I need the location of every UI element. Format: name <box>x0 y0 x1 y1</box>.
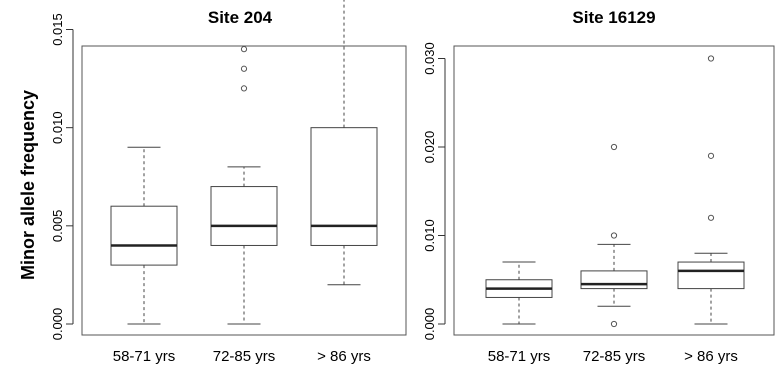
y-axis-label: Minor allele frequency <box>18 90 38 280</box>
y-tick-label: 0.030 <box>422 42 437 75</box>
x-tick-label: 58-71 yrs <box>488 348 551 365</box>
plot-frame <box>453 45 775 336</box>
box-iqr <box>677 261 745 290</box>
y-tick-label: 0.005 <box>50 210 65 243</box>
x-tick-label: 58-71 yrs <box>113 348 176 365</box>
y-tick-label: 0.000 <box>50 308 65 341</box>
y-tick-label: 0.015 <box>50 13 65 46</box>
outlier-point <box>240 65 248 72</box>
box-3 <box>677 55 745 325</box>
x-tick-label: 72-85 yrs <box>583 348 646 365</box>
y-tick-label: 0.000 <box>422 308 437 341</box>
outlier-point <box>610 232 618 239</box>
panel-title: Site 204 <box>208 8 273 27</box>
outlier-point <box>610 320 618 328</box>
outlier-point <box>707 214 715 221</box>
y-tick-label: 0.010 <box>422 219 437 252</box>
box-iqr <box>310 127 378 246</box>
box-1 <box>110 146 178 325</box>
x-tick-label: > 86 yrs <box>684 348 738 365</box>
plot-frame <box>81 45 407 336</box>
box-iqr <box>580 270 648 290</box>
outlier-point <box>707 152 715 159</box>
y-tick-label: 0.020 <box>422 131 437 164</box>
x-tick-label: 72-85 yrs <box>213 348 276 365</box>
panel-site-204: Site 204 0.000 0.005 0.010 0.015 58-71 yrs 72-… <box>50 0 407 365</box>
box-2 <box>580 143 648 328</box>
panel-site-16129: Site 16129 0.000 0.010 0.020 0.030 58-71 yrs 7… <box>422 8 775 365</box>
x-tick-label: > 86 yrs <box>317 348 371 365</box>
y-tick-label: 0.010 <box>50 111 65 144</box>
box-2 <box>210 46 278 325</box>
outlier-point <box>240 46 248 53</box>
box-iqr <box>110 205 178 266</box>
box-1 <box>485 261 553 325</box>
panel-title: Site 16129 <box>572 8 655 27</box>
box-3 <box>310 0 378 286</box>
outlier-point <box>240 85 248 92</box>
box-iqr <box>210 186 278 246</box>
outlier-point <box>610 143 618 151</box>
outlier-point <box>707 55 715 62</box>
